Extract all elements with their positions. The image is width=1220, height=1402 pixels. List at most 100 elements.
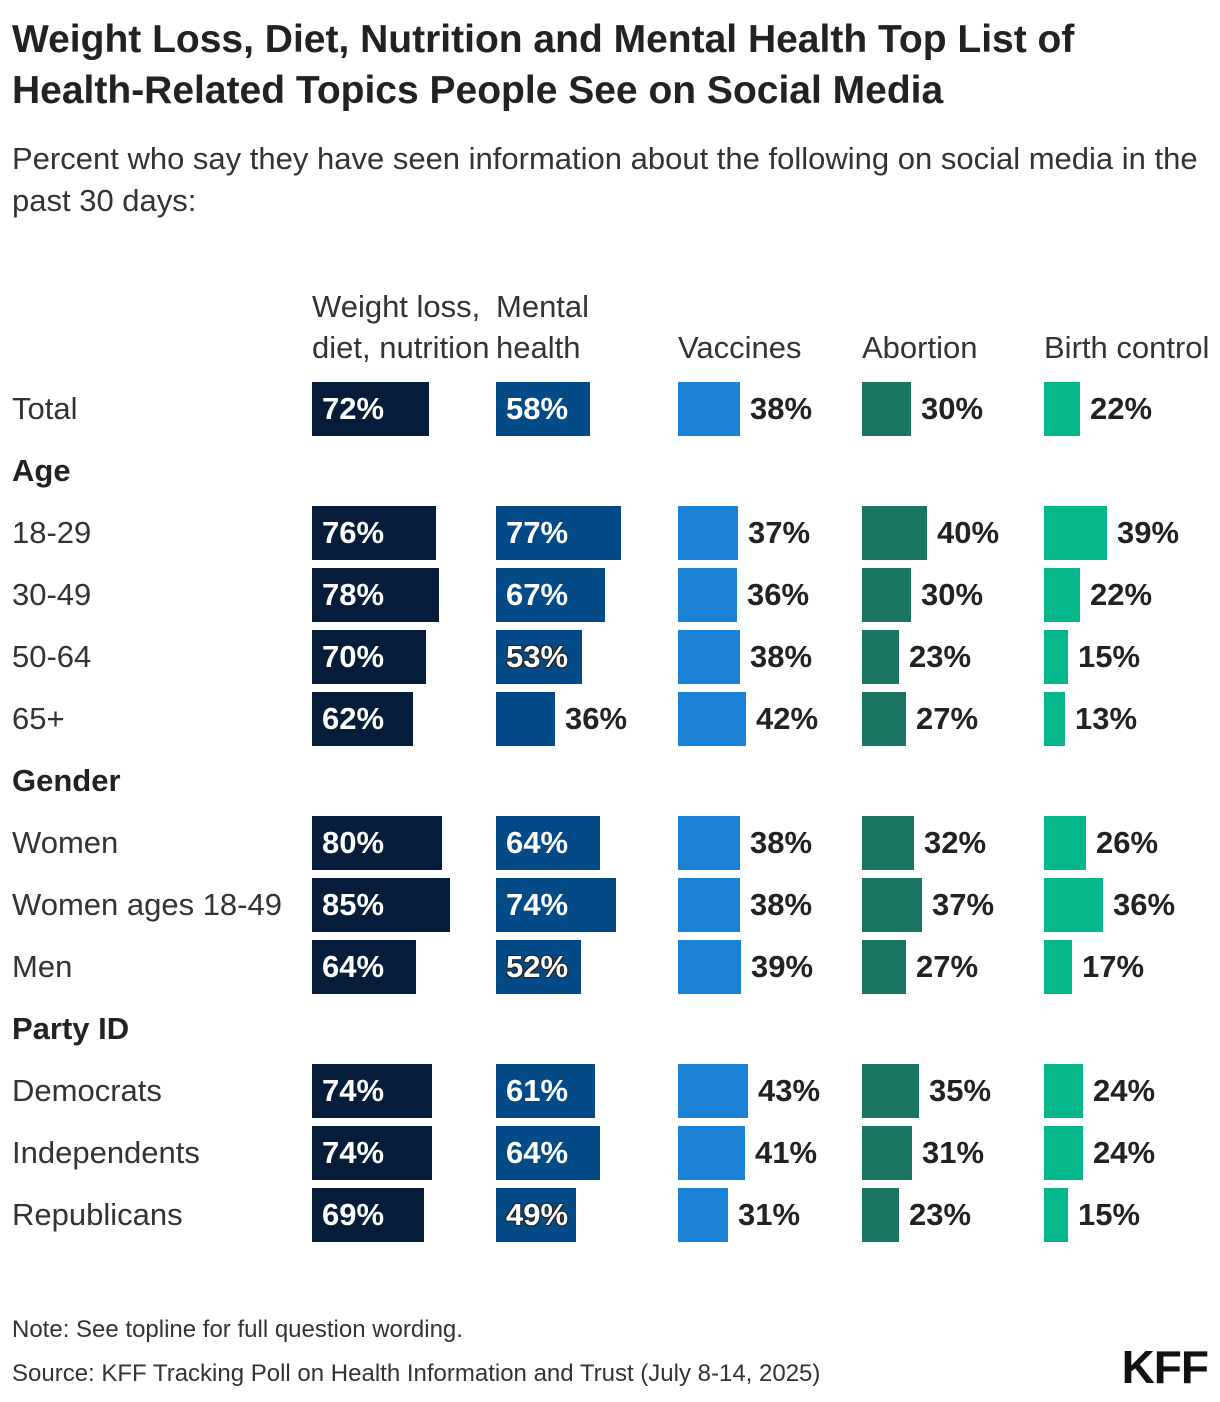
bar-value-label: 38% [750,825,813,860]
bar-value-label: 24% [1093,1073,1156,1108]
bar-value-label: 15% [1078,639,1141,674]
kff-logo: KFF [1121,1341,1209,1393]
bar-value-label: 31% [738,1197,801,1232]
bar-birth-control [1044,1188,1068,1242]
bar-weight-loss [312,816,442,870]
bar-value-label: 52% [506,949,569,984]
bar-mental-health [496,506,621,560]
bar-birth-control [1044,506,1107,560]
bar-weight-loss [312,1126,432,1180]
bar-value-label: 64% [506,1135,569,1170]
bar-value-label: 72% [322,391,385,426]
bar-birth-control [1044,940,1072,994]
bar-weight-loss [312,506,436,560]
bar-vaccines [678,1188,728,1242]
bar-value-label: 39% [1117,515,1180,550]
bar-value-label: 30% [921,577,984,612]
bar-abortion [862,940,906,994]
bar-mental-health [496,816,600,870]
bar-mental-health [496,692,555,746]
bar-value-label: 61% [506,1073,569,1108]
row-label: 30-49 [12,577,92,612]
source-text: Source: KFF Tracking Poll on Health Info… [12,1360,821,1387]
bar-abortion [862,506,927,560]
bar-vaccines [678,692,746,746]
bar-weight-loss [312,940,416,994]
bar-mental-health [496,568,605,622]
bar-value-label: 32% [924,825,987,860]
bar-birth-control [1044,1126,1083,1180]
bar-value-label: 42% [756,701,819,736]
bar-abortion [862,1126,912,1180]
bar-vaccines [678,1064,748,1118]
bar-value-label: 37% [748,515,811,550]
bar-value-label: 80% [322,825,385,860]
bar-value-label: 70% [322,639,385,674]
bar-abortion [862,878,922,932]
bar-mental-health [496,630,582,684]
note-text: Note: See topline for full question word… [12,1316,463,1343]
column-header-abortion: Abortion [862,330,978,365]
chart-subtitle: Percent who say they have seen informati… [12,141,1198,218]
row-label: Independents [12,1135,200,1170]
bar-vaccines [678,568,737,622]
bar-value-label: 22% [1090,391,1153,426]
bar-value-label: 36% [565,701,628,736]
group-label: Age [12,453,71,488]
column-header-weight-loss: Weight loss, diet, nutrition [312,289,490,365]
group-label: Party ID [12,1011,130,1046]
bar-value-label: 64% [322,949,385,984]
bar-vaccines [678,630,740,684]
bar-birth-control [1044,382,1080,436]
bar-vaccines [678,940,741,994]
bar-weight-loss [312,568,439,622]
bar-weight-loss [312,1188,424,1242]
bar-vaccines [678,1126,745,1180]
bar-birth-control [1044,630,1068,684]
bar-abortion [862,568,911,622]
bar-abortion [862,1064,919,1118]
row-label: Republicans [12,1197,183,1232]
row-label: Women ages 18-49 [12,887,282,922]
bar-vaccines [678,382,740,436]
bar-vaccines [678,878,740,932]
bar-value-label: 62% [322,701,385,736]
column-header-vaccines: Vaccines [678,330,802,365]
bar-value-label: 36% [1113,887,1176,922]
bar-vaccines [678,816,740,870]
bar-mental-health [496,382,590,436]
bar-value-label: 35% [929,1073,992,1108]
row-label: Total [12,391,78,426]
bar-mental-health [496,1064,595,1118]
bar-mental-health [496,940,581,994]
row-label: Women [12,825,119,860]
bar-weight-loss [312,382,429,436]
bar-value-label: 13% [1075,701,1138,736]
bar-value-label: 78% [322,577,385,612]
bar-value-label: 26% [1096,825,1159,860]
bar-birth-control [1044,878,1103,932]
column-header-mental-health: Mental health [496,289,590,365]
bar-weight-loss [312,878,450,932]
row-label: 50-64 [12,639,92,674]
bar-mental-health [496,1188,576,1242]
bar-weight-loss [312,692,413,746]
bar-mental-health [496,878,616,932]
bar-vaccines [678,506,738,560]
bar-value-label: 22% [1090,577,1153,612]
bar-value-label: 53% [506,639,569,674]
bar-value-label: 24% [1093,1135,1156,1170]
row-label: 65+ [12,701,65,736]
bar-value-label: 43% [758,1073,821,1108]
bar-value-label: 38% [750,639,813,674]
bar-value-label: 37% [932,887,995,922]
bar-value-label: 27% [916,701,979,736]
bar-value-label: 36% [747,577,810,612]
bar-abortion [862,1188,899,1242]
bar-value-label: 30% [921,391,984,426]
bar-birth-control [1044,1064,1083,1118]
bar-abortion [862,692,906,746]
bar-abortion [862,816,914,870]
bar-value-label: 69% [322,1197,385,1232]
bar-value-label: 40% [937,515,1000,550]
